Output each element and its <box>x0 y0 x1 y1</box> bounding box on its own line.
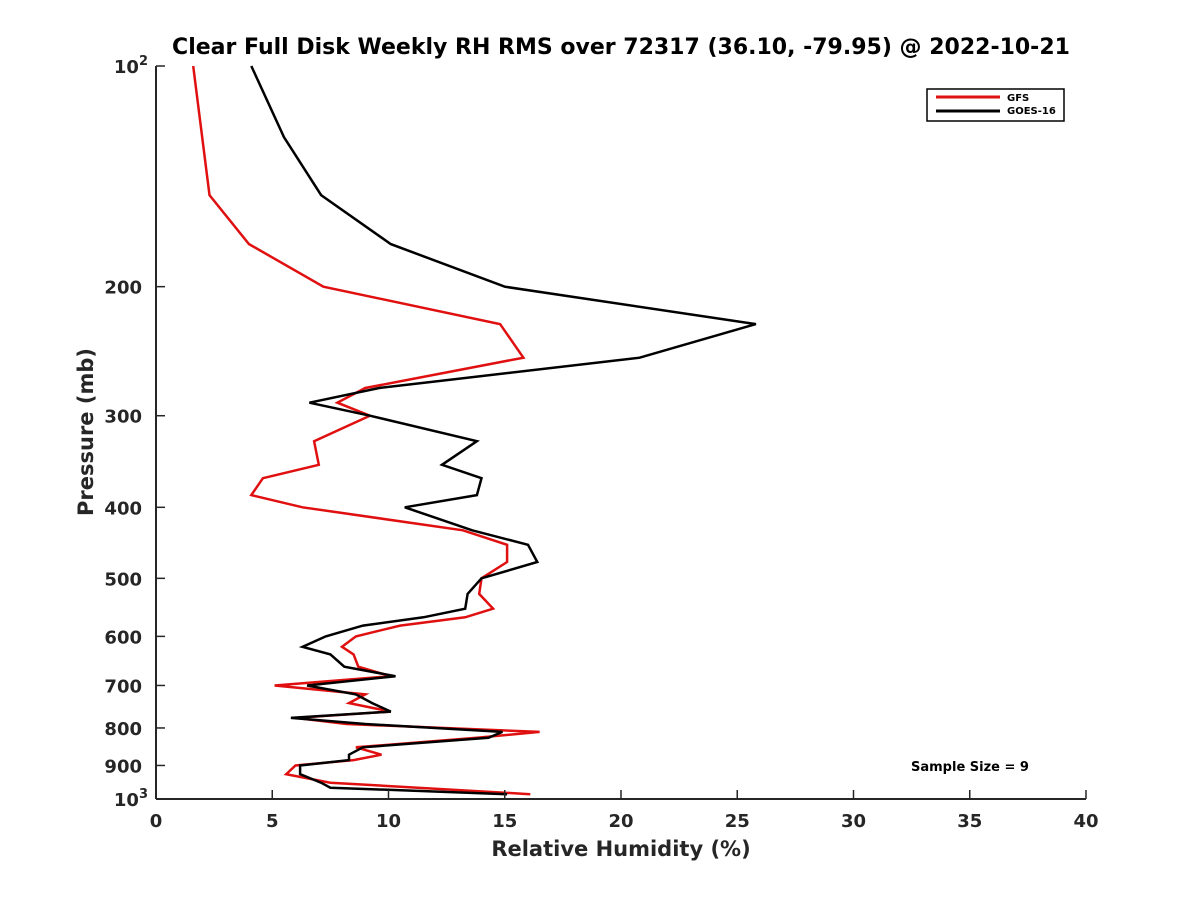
x-tick-label: 10 <box>376 811 401 832</box>
legend-gfs-label: GFS <box>1007 93 1029 104</box>
x-tick-label: 20 <box>608 811 633 832</box>
legend-goes16-label: GOES-16 <box>1007 106 1056 117</box>
y-ticks: 102 200 300 400 500 600 700 800 900 103 <box>104 54 165 811</box>
x-ticks: 0 5 10 15 20 25 30 35 40 <box>150 790 1099 832</box>
x-tick-label: 25 <box>725 811 750 832</box>
chart-title: Clear Full Disk Weekly RH RMS over 72317… <box>172 35 1070 60</box>
series-layer <box>191 65 757 796</box>
legend-box <box>926 88 1065 122</box>
x-tick-label: 15 <box>492 811 517 832</box>
y-axis-label: Pressure (mb) <box>74 348 98 516</box>
y-tick-label: 400 <box>104 498 142 519</box>
y-tick-label: 103 <box>114 787 148 811</box>
x-tick-label: 30 <box>841 811 866 832</box>
x-tick-label: 0 <box>150 811 163 832</box>
y-tick-label: 102 <box>114 54 148 78</box>
y-tick-label: 300 <box>104 407 142 428</box>
sample-size-annotation: Sample Size = 9 <box>911 760 1029 775</box>
y-tick-label: 200 <box>104 278 142 299</box>
y-tick-label: 700 <box>104 676 142 697</box>
x-tick-label: 35 <box>957 811 982 832</box>
x-axis-label: Relative Humidity (%) <box>491 837 750 861</box>
y-tick-label: 800 <box>104 719 142 740</box>
x-tick-label: 40 <box>1073 811 1098 832</box>
y-tick-label: 900 <box>104 756 142 777</box>
plot-area: 0 5 10 15 20 25 30 35 40 102 200 300 400 500 600 700 80… <box>104 54 1098 832</box>
y-tick-label: 600 <box>104 627 142 648</box>
x-tick-label: 5 <box>266 811 279 832</box>
series-line-goes-16 <box>250 65 757 796</box>
y-tick-label: 500 <box>104 569 142 590</box>
legend: GFS GOES-16 <box>926 88 1065 122</box>
